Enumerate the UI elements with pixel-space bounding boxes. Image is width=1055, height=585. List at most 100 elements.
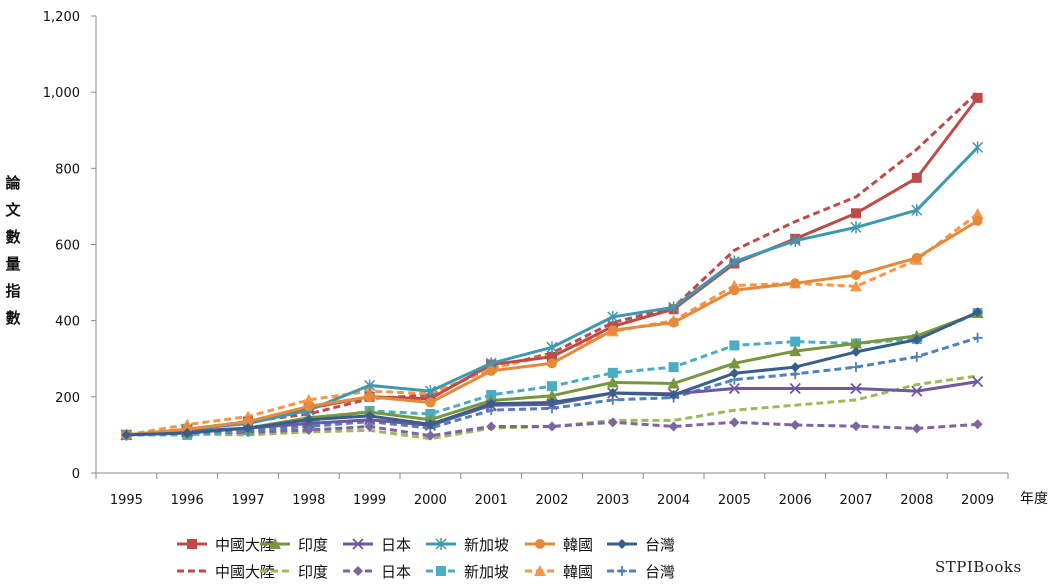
- data-point: [486, 398, 497, 409]
- data-point: [790, 278, 801, 289]
- data-point: [790, 420, 801, 431]
- x-axis-label: 年度: [1020, 491, 1048, 507]
- data-point: [364, 379, 376, 392]
- y-tick-label: 0: [72, 467, 80, 482]
- x-tick-label: 2004: [657, 493, 690, 508]
- legend-swatch-marker: [436, 566, 446, 576]
- y-axis-label-char: 數: [5, 309, 21, 327]
- legend-entry: 中國大陸: [177, 536, 275, 554]
- legend-label: 中國大陸: [215, 563, 275, 581]
- data-point: [972, 419, 983, 430]
- data-point: [547, 351, 557, 362]
- x-tick-label: 2003: [596, 493, 629, 508]
- x-tick-label: 1998: [292, 493, 325, 508]
- legend-label: 台灣: [645, 563, 675, 581]
- data-point: [790, 362, 801, 373]
- axes: 0 200 400 600 800 1,000 1,200 1995 1996 1997 1998 1…: [43, 10, 1009, 508]
- y-axis-label-char: 數: [5, 228, 21, 246]
- data-point: [243, 423, 253, 434]
- data-point: [547, 421, 557, 432]
- legend-label: 新加坡: [464, 536, 509, 554]
- data-point: [546, 341, 558, 354]
- data-point: [971, 208, 984, 220]
- legend-label: 韓國: [563, 563, 593, 581]
- series-line: [126, 310, 979, 437]
- data-point: [303, 414, 314, 425]
- data-point: [850, 337, 862, 349]
- data-point: [729, 368, 740, 379]
- y-axis-label-char: 論: [5, 174, 21, 192]
- legend-swatch-marker: [352, 538, 364, 550]
- watermark: STPIBooks: [935, 558, 1022, 576]
- x-tick-label: 2008: [900, 493, 933, 508]
- data-point: [972, 141, 984, 154]
- x-tick-label: 2009: [961, 493, 994, 508]
- data-point: [121, 429, 132, 440]
- legend-entry: 日本: [343, 536, 411, 554]
- legend-entry: 印度: [260, 563, 328, 581]
- x-tick-label: 2006: [779, 493, 812, 508]
- data-point: [729, 417, 740, 428]
- data-point: [728, 255, 740, 268]
- data-point: [486, 365, 497, 376]
- y-tick-label: 600: [55, 239, 80, 254]
- x-tick-label: 2005: [718, 493, 751, 508]
- x-tick-label: 1997: [231, 493, 264, 508]
- series-11-dashed: [121, 332, 983, 440]
- legend-entry: 新加坡: [426, 563, 509, 581]
- legend-label: 日本: [381, 536, 411, 554]
- legend-swatch-marker: [535, 539, 545, 549]
- data-point: [606, 376, 619, 388]
- data-point: [667, 377, 680, 389]
- data-point: [911, 252, 922, 263]
- legend-label: 新加坡: [464, 563, 509, 581]
- x-tick-label: 1996: [171, 493, 204, 508]
- data-point: [911, 351, 922, 362]
- y-tick-label: 1,000: [43, 86, 80, 101]
- data-point: [850, 382, 862, 395]
- series-line: [126, 91, 979, 437]
- data-point: [911, 385, 923, 397]
- data-point: [607, 310, 619, 323]
- data-point: [851, 421, 861, 432]
- data-point: [971, 375, 984, 388]
- series-line: [126, 336, 979, 437]
- data-point: [425, 397, 436, 408]
- data-point: [851, 269, 861, 280]
- data-point: [364, 391, 375, 402]
- legend-label: 中國大陸: [215, 536, 275, 554]
- data-point: [972, 215, 983, 226]
- data-point: [851, 208, 861, 219]
- data-point: [911, 172, 922, 183]
- legend-label: 印度: [298, 563, 328, 581]
- data-point: [729, 340, 740, 351]
- x-tick-label: 2001: [475, 493, 508, 508]
- data-point: [851, 346, 861, 357]
- series-5-solid: [121, 307, 983, 440]
- data-point: [911, 334, 922, 345]
- data-point: [789, 234, 801, 247]
- data-point: [789, 382, 801, 395]
- data-point: [486, 421, 497, 432]
- series-6-dashed: [126, 91, 979, 437]
- x-tick-label: 1995: [110, 493, 143, 508]
- y-tick-label: 200: [55, 391, 80, 406]
- data-point: [607, 417, 618, 428]
- y-tick-label: 800: [55, 162, 80, 177]
- legend-label: 台灣: [645, 536, 675, 554]
- y-axis-label-char: 指: [5, 282, 21, 300]
- x-tick-label: 2007: [839, 493, 872, 508]
- legend-entry: 韓國: [525, 536, 593, 554]
- legend-swatch-marker: [269, 538, 281, 549]
- legend-swatch-marker: [617, 539, 627, 549]
- data-point: [547, 397, 557, 408]
- y-axis-label-char: 文: [5, 201, 21, 219]
- x-tick-label: 1999: [353, 493, 386, 508]
- data-point: [850, 280, 862, 292]
- legend-swatch-marker: [435, 538, 447, 550]
- legend-entry: 台灣: [607, 563, 675, 581]
- data-point: [303, 401, 314, 412]
- legend-entry: 台灣: [607, 536, 675, 554]
- data-point: [729, 285, 740, 296]
